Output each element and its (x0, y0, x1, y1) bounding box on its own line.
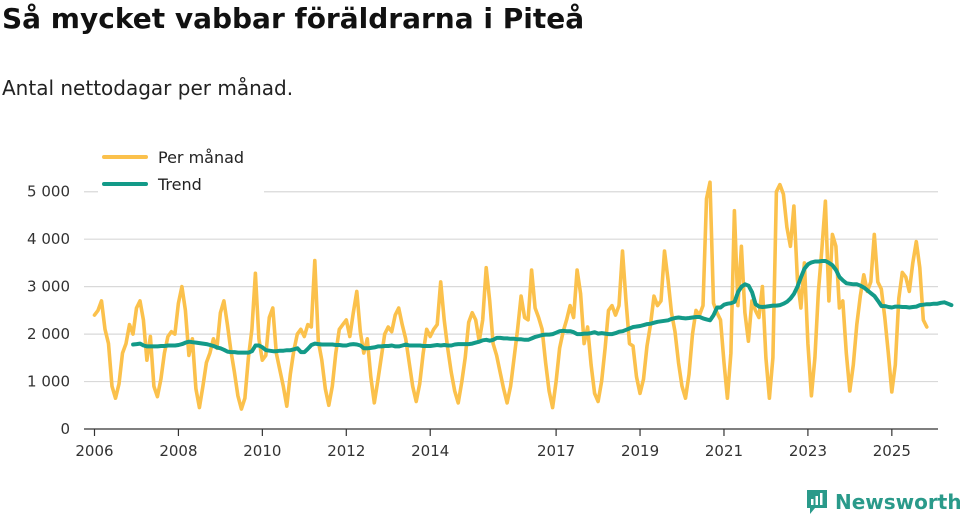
y-tick-label: 0 (60, 420, 70, 438)
legend-label-trend: Trend (157, 175, 202, 194)
x-tick-label: 2017 (537, 442, 575, 460)
x-tick-label: 2008 (159, 442, 197, 460)
bar-chart-logo-icon (807, 490, 827, 514)
x-tick-label: 2021 (705, 442, 743, 460)
y-tick-label: 4 000 (27, 230, 70, 248)
brand-logo: Newsworthy (805, 488, 960, 516)
x-tick-label: 2014 (411, 442, 449, 460)
y-tick-label: 1 000 (27, 373, 70, 391)
x-tick-label: 2025 (873, 442, 911, 460)
series-line-trend (131, 259, 954, 355)
x-tick-label: 2010 (243, 442, 281, 460)
series-group (92, 180, 954, 411)
chart-subtitle: Antal nettodagar per månad. (2, 76, 294, 100)
x-axis: 2006 2008 2010 2012 2014 2017 2019 2021 2023 2025 (75, 428, 938, 460)
series-line-monthly (92, 180, 929, 411)
x-tick-label: 2006 (75, 442, 113, 460)
legend-label-monthly: Per månad (158, 148, 244, 167)
y-tick-label: 5 000 (27, 183, 70, 201)
chart-title: Så mycket vabbar föräldrarna i Piteå (2, 2, 585, 35)
y-axis: 0 1 000 2 000 3 000 4 000 5 000 (27, 183, 70, 438)
brand-name: Newsworthy (835, 490, 960, 514)
y-tick-label: 2 000 (27, 325, 70, 343)
x-tick-label: 2023 (789, 442, 827, 460)
y-tick-label: 3 000 (27, 278, 70, 296)
legend-background (98, 146, 264, 198)
x-tick-label: 2019 (621, 442, 659, 460)
x-tick-label: 2012 (327, 442, 365, 460)
legend: Per månad Trend (98, 146, 264, 198)
